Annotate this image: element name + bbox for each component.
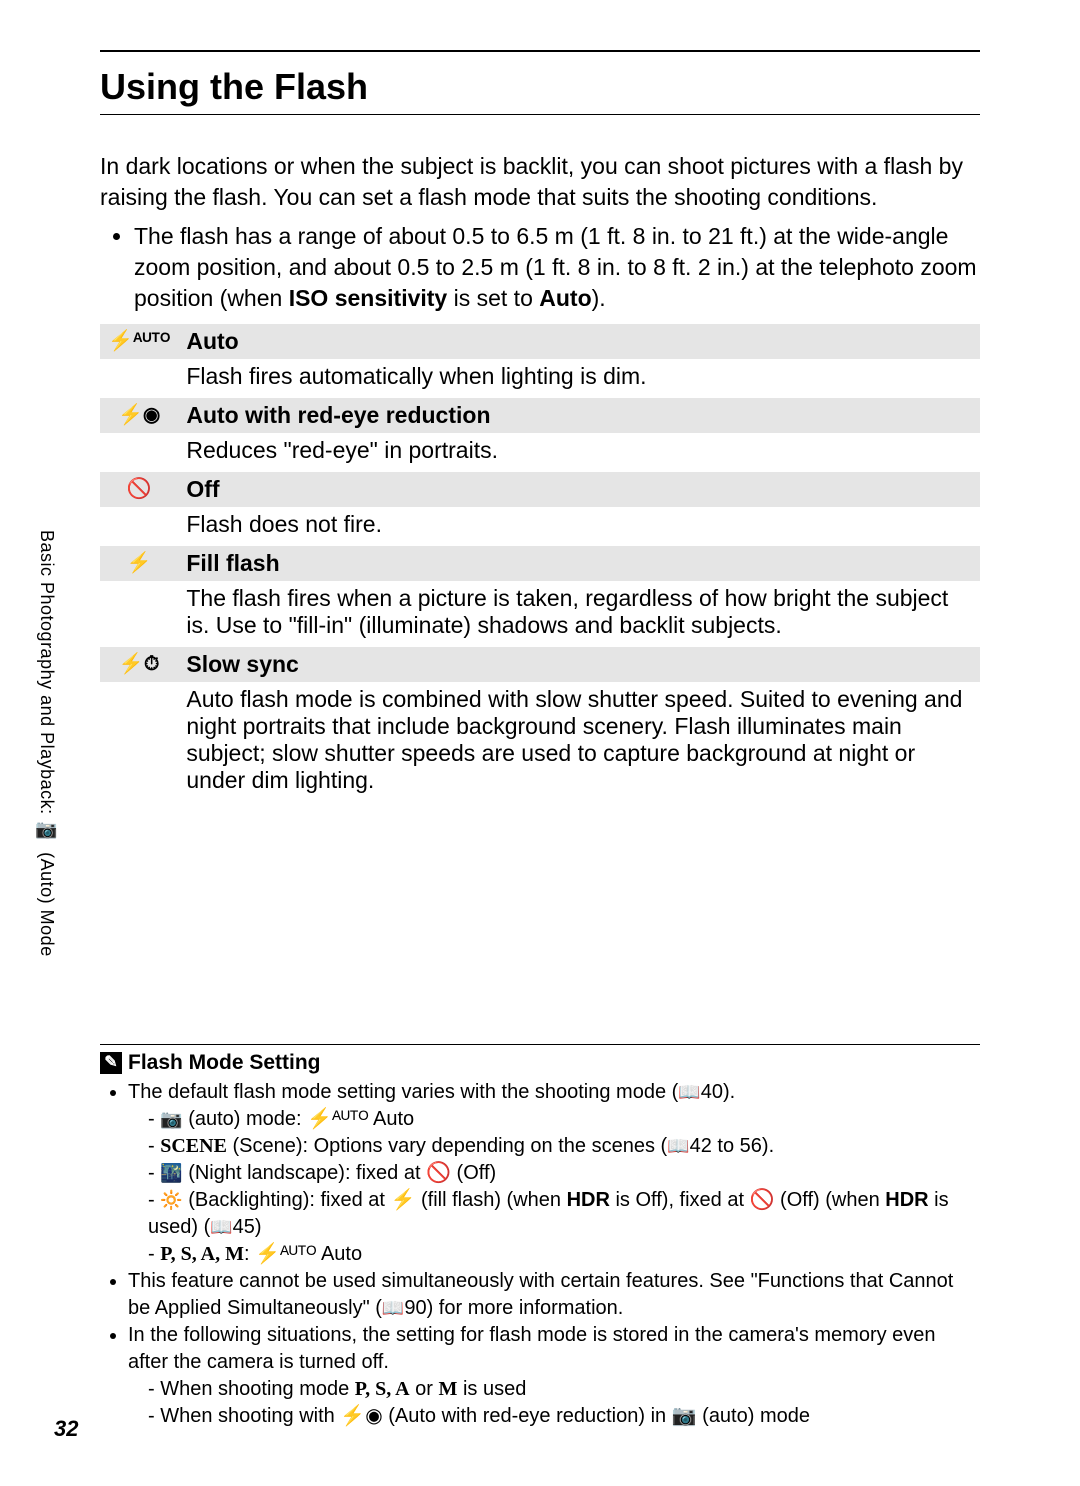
mode-desc-row: Flash does not fire. [100,507,980,546]
note-sublist-memory: When shooting mode P, S, A or M is used … [128,1376,980,1430]
page-title: Using the Flash [100,66,980,108]
mode-icon: ⚡⏱ [100,647,178,682]
mode-header-row: ⚡◉Auto with red-eye reduction [100,398,980,433]
book-icon: 📖 [210,1217,232,1237]
sidebar-section-label: Basic Photography and Playback: 📷 (Auto)… [36,530,58,957]
mode-desc-row: Reduces "red-eye" in portraits. [100,433,980,472]
title-rule [100,114,980,115]
mode-name: Slow sync [178,647,980,682]
mode-desc-row: Auto flash mode is combined with slow sh… [100,682,980,802]
manual-page: Using the Flash In dark locations or whe… [0,0,1080,1486]
mode-icon: ⚡ [100,546,178,581]
note-item-default: The default flash mode setting varies wi… [128,1079,980,1268]
book-icon: 📖 [382,1298,404,1318]
mode-name: Off [178,472,980,507]
mode-desc-row: The flash fires when a picture is taken,… [100,581,980,647]
mode-name: Auto [178,324,980,359]
mode-desc: Flash fires automatically when lighting … [178,359,980,398]
page-number: 32 [54,1416,78,1442]
mode-desc: The flash fires when a picture is taken,… [178,581,980,647]
mode-header-row: ⚡⏱Slow sync [100,647,980,682]
mode-desc: Flash does not fire. [178,507,980,546]
note-item-memory: In the following situations, the setting… [128,1322,980,1430]
mode-desc: Reduces "red-eye" in portraits. [178,433,980,472]
mode-header-row: 🚫Off [100,472,980,507]
flash-note-box: ✎Flash Mode Setting The default flash mo… [100,1044,980,1430]
note-rule [100,1044,980,1045]
sub-scene: SCENE (Scene): Options vary depending on… [148,1133,980,1160]
range-bullets: The flash has a range of about 0.5 to 6.… [100,221,980,314]
mode-icon: 🚫 [100,472,178,507]
note-item-simult: This feature cannot be used simultaneous… [128,1268,980,1322]
pencil-icon: ✎ [100,1052,122,1074]
camera-icon: 📷 [36,822,58,844]
note-list: The default flash mode setting varies wi… [100,1079,980,1430]
note-title: ✎Flash Mode Setting [100,1051,980,1075]
sub-night: 🌃 (Night landscape): fixed at 🚫 (Off) [148,1160,980,1187]
mode-desc-row: Flash fires automatically when lighting … [100,359,980,398]
mode-header-row: ⚡Fill flash [100,546,980,581]
mem-psam: When shooting mode P, S, A or M is used [148,1376,980,1403]
mode-icon: ⚡ᴬᵁᵀᴼ [100,324,178,359]
mem-redeye: When shooting with ⚡◉ (Auto with red-eye… [148,1403,980,1430]
book-icon: 📖 [667,1136,689,1156]
mode-icon: ⚡◉ [100,398,178,433]
book-icon: 📖 [678,1082,700,1102]
mode-header-row: ⚡ᴬᵁᵀᴼAuto [100,324,980,359]
top-rule [100,50,980,52]
range-bullet: The flash has a range of about 0.5 to 6.… [134,221,980,314]
flash-modes-table: ⚡ᴬᵁᵀᴼAutoFlash fires automatically when … [100,324,980,802]
mode-desc: Auto flash mode is combined with slow sh… [178,682,980,802]
sub-backlight: 🔆 (Backlighting): fixed at ⚡ (fill flash… [148,1187,980,1241]
sub-auto: 📷 (auto) mode: ⚡ᴬᵁᵀᴼ Auto [148,1106,980,1133]
note-sublist-modes: 📷 (auto) mode: ⚡ᴬᵁᵀᴼ Auto SCENE (Scene):… [128,1106,980,1268]
sub-psam: P, S, A, M: ⚡ᴬᵁᵀᴼ Auto [148,1241,980,1268]
mode-name: Auto with red-eye reduction [178,398,980,433]
intro-paragraph: In dark locations or when the subject is… [100,151,980,213]
mode-name: Fill flash [178,546,980,581]
